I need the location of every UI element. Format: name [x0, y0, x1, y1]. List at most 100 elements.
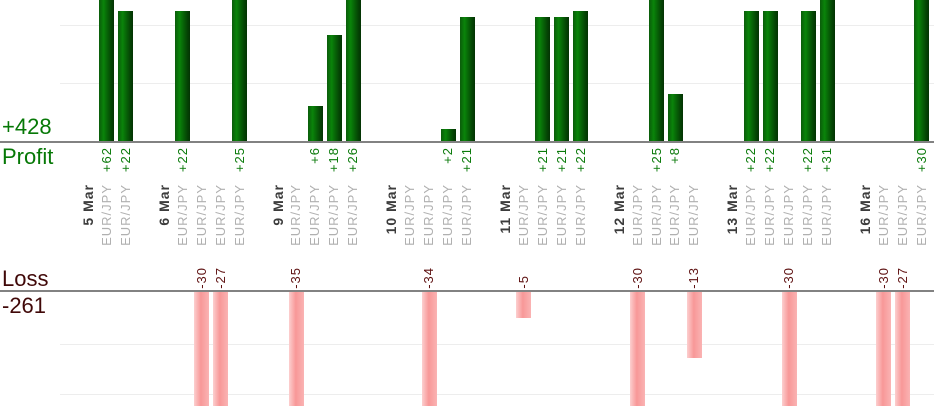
profit-value-labels-band: +62 +22 +22 +25 +6 +18 +26 +2 +21 +21 +21 +22 +25 +8 +… [0, 147, 934, 188]
profit-value-label: +21 [534, 147, 550, 173]
symbol-label: EUR/JPY [894, 184, 910, 246]
loss-axis-line [0, 290, 934, 292]
symbol-label: EUR/JPY [288, 184, 304, 246]
profit-bar [554, 17, 570, 141]
profit-bar [307, 106, 323, 141]
profit-bar [762, 11, 778, 141]
profit-bar [649, 0, 664, 141]
symbol-label: EUR/JPY [629, 184, 645, 246]
profit-value-label: +25 [648, 147, 664, 173]
profit-bar [440, 129, 456, 141]
date-label: 12 Mar [610, 184, 627, 235]
loss-value-label: -27 [212, 267, 228, 289]
loss-bar [781, 292, 797, 406]
date-label: 5 Mar [80, 184, 96, 226]
profit-value-label: +2 [440, 147, 456, 164]
symbol-label: EUR/JPY [534, 184, 550, 246]
loss-bar [288, 292, 304, 406]
gridline [60, 83, 934, 84]
loss-value-label: -35 [288, 267, 304, 289]
profit-value-label: +30 [913, 147, 929, 173]
symbol-label: EUR/JPY [819, 184, 835, 246]
symbol-label: EUR/JPY [743, 184, 759, 246]
loss-total: -261 [2, 293, 47, 318]
profit-value-label: +62 [98, 147, 114, 173]
profit-bar [459, 17, 475, 141]
date-label: 6 Mar [155, 184, 172, 226]
loss-value-label: -30 [629, 267, 645, 289]
symbol-label: EUR/JPY [648, 184, 664, 246]
loss-value-label: -5 [515, 275, 531, 289]
symbol-label: EUR/JPY [421, 184, 437, 246]
loss-plot-area [0, 292, 934, 406]
symbol-label: EUR/JPY [667, 184, 683, 246]
date-label: 16 Mar [856, 184, 873, 235]
profit-value-label: +22 [800, 147, 816, 173]
profit-value-label: +21 [553, 147, 569, 173]
profit-bar [800, 11, 816, 141]
date-label: 9 Mar [269, 184, 286, 226]
date-label: 11 Mar [496, 184, 513, 234]
profit-bar [118, 11, 134, 141]
symbol-label: EUR/JPY [553, 184, 569, 246]
loss-value-label: -27 [894, 267, 910, 289]
loss-bar [686, 292, 702, 358]
loss-bar [876, 292, 892, 406]
profit-value-label: +25 [231, 147, 247, 173]
profit-bar [99, 0, 115, 141]
loss-bar [516, 292, 532, 318]
profit-bar [175, 11, 191, 141]
profit-value-label: +31 [819, 147, 835, 173]
gridline [60, 394, 934, 395]
loss-bar [194, 292, 210, 406]
profit-value-label: +18 [326, 147, 342, 173]
profit-value-label: +22 [762, 147, 778, 173]
profit-bar [819, 0, 835, 141]
loss-value-label: -30 [193, 267, 209, 289]
loss-value-label: -34 [421, 267, 437, 289]
profit-axis-line [0, 141, 934, 143]
symbol-label: EUR/JPY [762, 184, 778, 246]
symbol-label: EUR/JPY [307, 184, 323, 246]
loss-bar [213, 292, 229, 406]
loss-bar [630, 292, 646, 406]
symbol-label: EUR/JPY [800, 184, 816, 246]
profit-bar [535, 17, 551, 141]
symbol-label: EUR/JPY [117, 184, 133, 246]
profit-bar [743, 11, 759, 141]
date-label: 13 Mar [724, 184, 741, 235]
gridline [60, 344, 934, 345]
loss-value-label: -30 [875, 267, 891, 289]
profit-axis-title: Profit [2, 144, 54, 169]
loss-value-label: -13 [686, 267, 702, 289]
loss-bar [421, 292, 437, 406]
loss-value-label: -30 [781, 267, 797, 289]
profit-value-label: +8 [667, 147, 683, 164]
symbol-label: EUR/JPY [326, 184, 342, 246]
symbol-label: EUR/JPY [402, 184, 418, 246]
profit-bar [326, 35, 342, 141]
profit-value-label: +22 [174, 147, 190, 173]
symbol-label: EUR/JPY [913, 184, 929, 246]
category-labels-band: 5 Mar EUR/JPY EUR/JPY 6 Mar EUR/JPY EUR/JPY EU… [0, 184, 934, 250]
profit-value-label: +26 [345, 147, 361, 173]
profit-value-label: +22 [743, 147, 759, 173]
loss-axis-title: Loss [2, 266, 49, 291]
symbol-label: EUR/JPY [231, 184, 247, 246]
symbol-label: EUR/JPY [98, 184, 114, 246]
profit-bar [573, 11, 589, 141]
loss-value-labels-band: -30 -27 -35 -34 -5 -30 -13 -30 -30 -27 [0, 260, 934, 289]
symbol-label: EUR/JPY [572, 184, 588, 246]
symbol-label: EUR/JPY [345, 184, 361, 246]
gridline [60, 25, 934, 26]
profit-bar [914, 0, 930, 141]
loss-bar [895, 292, 911, 406]
symbol-label: EUR/JPY [459, 184, 474, 246]
profit-total: +428 [2, 114, 52, 139]
profit-bar [232, 0, 248, 141]
profit-value-label: +21 [459, 147, 474, 173]
profit-value-label: +6 [307, 147, 323, 164]
symbol-label: EUR/JPY [686, 184, 702, 246]
symbol-label: EUR/JPY [440, 184, 456, 246]
date-label: 10 Mar [383, 184, 400, 235]
